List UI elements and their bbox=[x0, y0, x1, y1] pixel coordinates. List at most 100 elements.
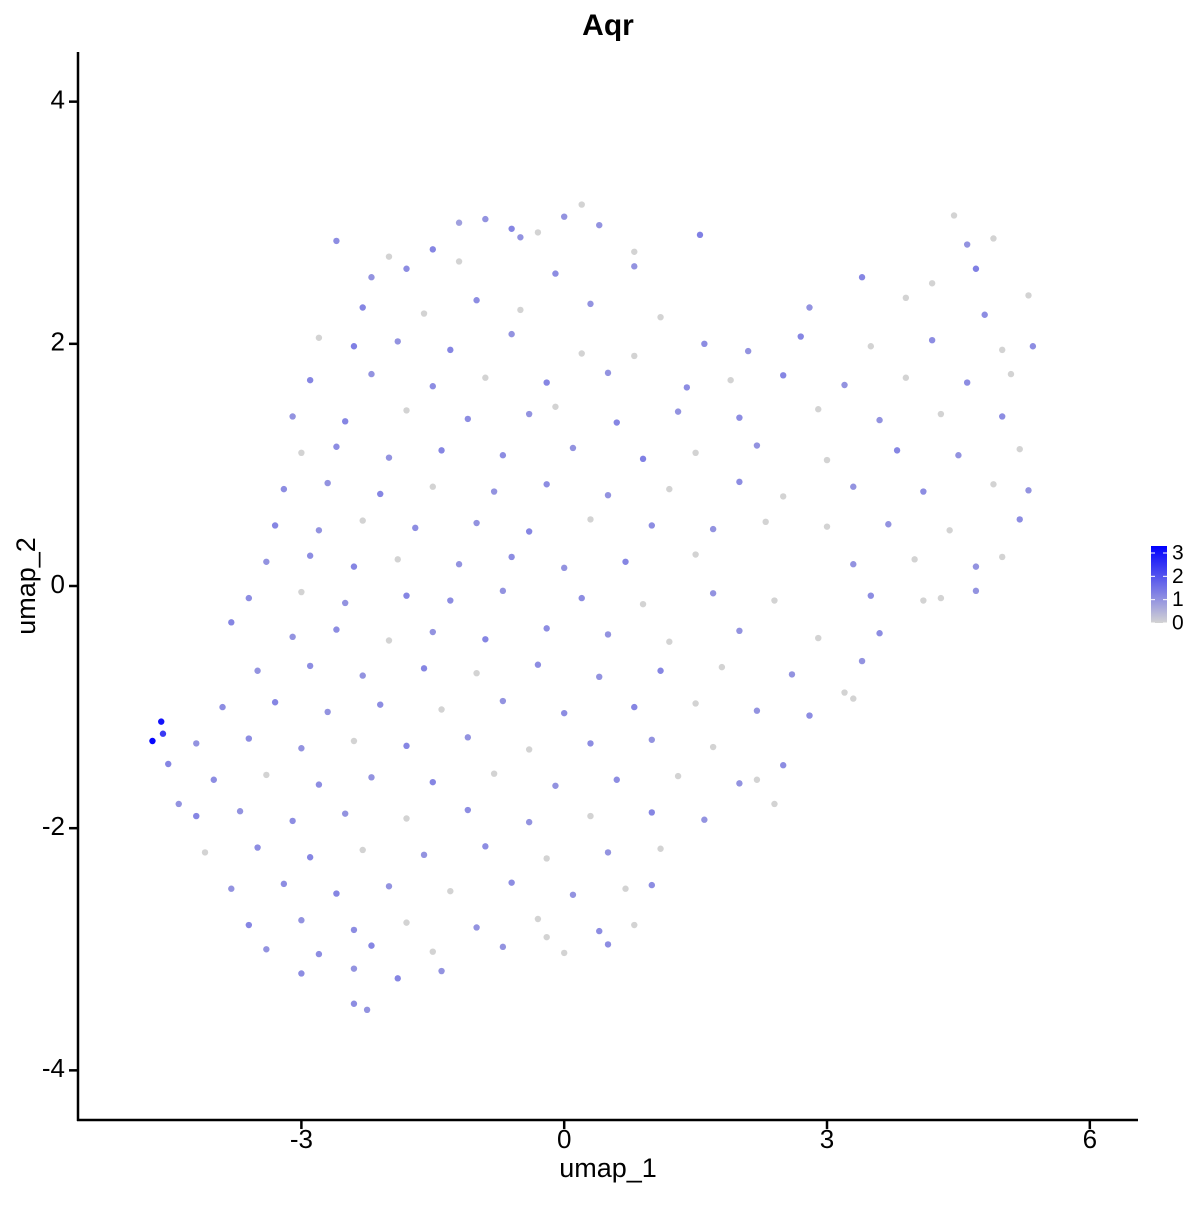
point bbox=[289, 633, 296, 641]
point bbox=[806, 712, 813, 719]
point bbox=[350, 926, 358, 934]
point bbox=[280, 880, 288, 888]
point bbox=[350, 737, 358, 745]
point bbox=[377, 490, 384, 498]
point bbox=[394, 975, 401, 982]
x-tick-label: 6 bbox=[1083, 1124, 1097, 1154]
point bbox=[271, 699, 279, 706]
point bbox=[683, 384, 691, 391]
point bbox=[920, 488, 927, 495]
point bbox=[613, 776, 620, 783]
point bbox=[490, 488, 498, 495]
point bbox=[876, 630, 883, 637]
point bbox=[709, 590, 717, 597]
point bbox=[990, 235, 997, 242]
point bbox=[587, 740, 594, 747]
point bbox=[429, 246, 436, 253]
point bbox=[158, 718, 165, 725]
point bbox=[999, 413, 1006, 420]
point bbox=[578, 201, 585, 208]
point bbox=[359, 304, 366, 311]
y-tick-label: -2 bbox=[42, 811, 65, 841]
colorbar-tick-label: 3 bbox=[1172, 542, 1184, 565]
point bbox=[744, 347, 752, 355]
point bbox=[517, 234, 524, 241]
point bbox=[858, 657, 866, 665]
point bbox=[893, 447, 901, 454]
point bbox=[429, 383, 436, 390]
point bbox=[648, 522, 656, 529]
point bbox=[560, 949, 568, 957]
point bbox=[534, 661, 542, 668]
point bbox=[403, 742, 410, 750]
point bbox=[560, 709, 568, 717]
point bbox=[482, 374, 489, 381]
point bbox=[368, 774, 375, 781]
point bbox=[1016, 445, 1023, 453]
point bbox=[823, 456, 831, 464]
point bbox=[464, 415, 472, 423]
point bbox=[280, 485, 288, 493]
colorbar-tick-label: 0 bbox=[1172, 612, 1184, 635]
point bbox=[543, 379, 550, 386]
point bbox=[306, 854, 314, 861]
point bbox=[1029, 343, 1037, 350]
point bbox=[447, 597, 454, 604]
point bbox=[788, 671, 796, 678]
point bbox=[604, 369, 612, 377]
point bbox=[753, 707, 761, 714]
point bbox=[385, 454, 393, 461]
point bbox=[193, 740, 200, 747]
point bbox=[753, 776, 761, 783]
x-tick-label: 0 bbox=[557, 1124, 571, 1154]
point bbox=[429, 778, 436, 786]
point bbox=[736, 780, 743, 787]
point bbox=[696, 231, 704, 239]
point bbox=[473, 669, 480, 677]
point bbox=[403, 592, 410, 599]
point bbox=[306, 662, 314, 670]
point bbox=[333, 626, 340, 633]
point bbox=[692, 551, 699, 558]
point bbox=[315, 334, 323, 341]
point bbox=[736, 627, 743, 635]
point bbox=[963, 241, 971, 248]
point bbox=[298, 917, 305, 924]
y-tick-label: -4 bbox=[42, 1053, 65, 1083]
point bbox=[534, 229, 542, 236]
point bbox=[780, 762, 787, 769]
point bbox=[245, 921, 253, 929]
point bbox=[674, 408, 682, 415]
point bbox=[341, 418, 349, 425]
point bbox=[560, 564, 568, 572]
point bbox=[692, 449, 699, 457]
point bbox=[341, 599, 349, 607]
point bbox=[815, 406, 822, 413]
point bbox=[499, 943, 507, 951]
point bbox=[447, 887, 454, 895]
point bbox=[867, 592, 875, 599]
point bbox=[613, 419, 620, 426]
point bbox=[298, 745, 305, 752]
point bbox=[648, 809, 656, 816]
point bbox=[876, 416, 883, 424]
point bbox=[639, 600, 647, 608]
point bbox=[438, 447, 445, 454]
point bbox=[692, 700, 699, 707]
point bbox=[315, 527, 323, 534]
point bbox=[858, 274, 866, 281]
point bbox=[552, 403, 559, 410]
point bbox=[666, 638, 673, 645]
point bbox=[622, 558, 629, 565]
point bbox=[245, 594, 253, 602]
point bbox=[429, 628, 436, 636]
point bbox=[298, 970, 305, 977]
x-tick-label: -3 bbox=[290, 1124, 313, 1154]
point bbox=[228, 619, 235, 626]
point bbox=[368, 274, 375, 281]
point bbox=[324, 479, 331, 487]
point bbox=[165, 760, 172, 768]
point bbox=[324, 708, 331, 716]
